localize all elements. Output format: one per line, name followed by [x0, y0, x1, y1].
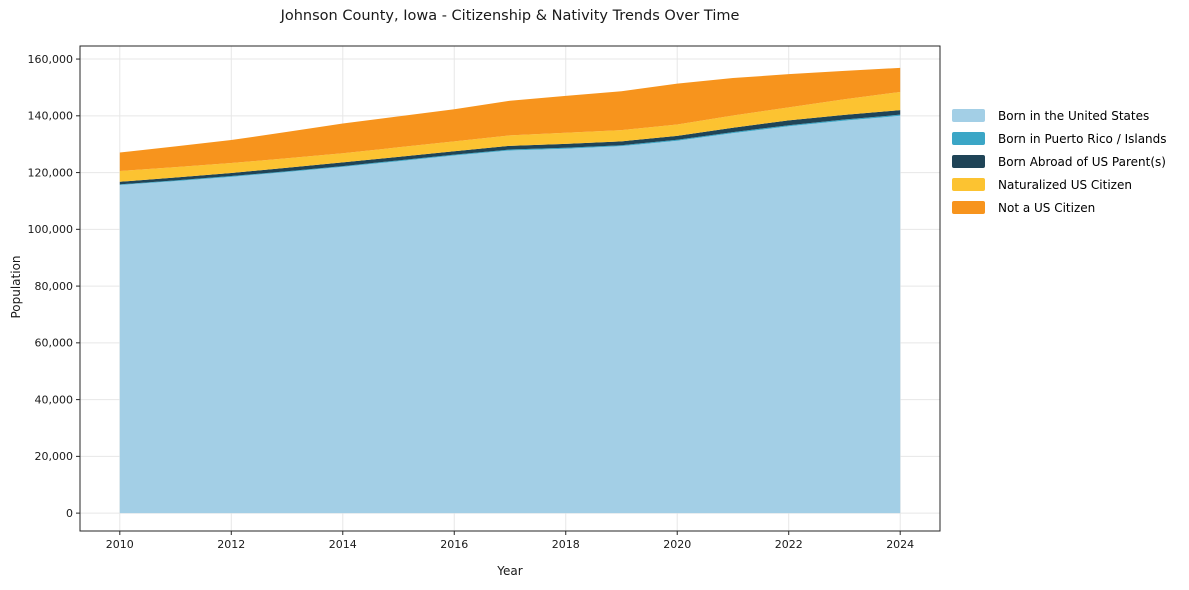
area-series-4 — [119, 67, 901, 172]
y-tick-label: 160,000 — [28, 53, 74, 66]
legend-item: Not a US Citizen — [952, 196, 1167, 219]
y-tick-label: 60,000 — [35, 337, 74, 350]
legend-item: Born Abroad of US Parent(s) — [952, 150, 1167, 173]
area-series-0 — [119, 115, 901, 514]
x-tick-label: 2012 — [217, 538, 245, 551]
chart-title: Johnson County, Iowa - Citizenship & Nat… — [280, 8, 740, 24]
legend-item: Naturalized US Citizen — [952, 173, 1167, 196]
area-series-1 — [119, 114, 901, 186]
y-tick-label: 100,000 — [28, 223, 74, 236]
area-series-2 — [119, 110, 901, 185]
legend-item: Born in Puerto Rico / Islands — [952, 127, 1167, 150]
legend-label: Naturalized US Citizen — [998, 177, 1132, 192]
y-tick-label: 20,000 — [35, 450, 74, 463]
legend-label: Not a US Citizen — [998, 200, 1096, 215]
area-series-3 — [119, 91, 901, 182]
legend-swatch-naturalized-icon — [952, 178, 985, 191]
y-tick-label: 0 — [66, 507, 73, 520]
y-tick-label: 140,000 — [28, 110, 74, 123]
legend-label: Born Abroad of US Parent(s) — [998, 154, 1166, 169]
legend-swatch-puerto-rico-icon — [952, 132, 985, 145]
legend-label: Born in the United States — [998, 108, 1150, 123]
y-tick-label: 120,000 — [28, 166, 74, 179]
legend-swatch-not-citizen-icon — [952, 201, 985, 214]
plot-border — [79, 45, 941, 532]
y-tick-label: 40,000 — [35, 393, 74, 406]
y-axis-title: Population — [9, 255, 23, 319]
legend: Born in the United States Born in Puerto… — [952, 104, 1167, 219]
x-tick-label: 2018 — [552, 538, 580, 551]
x-tick-label: 2014 — [329, 538, 357, 551]
x-axis-title: Year — [497, 564, 523, 578]
x-tick-label: 2022 — [775, 538, 803, 551]
x-tick-label: 2010 — [106, 538, 134, 551]
y-tick-label: 80,000 — [35, 280, 74, 293]
legend-swatch-born-abroad-icon — [952, 155, 985, 168]
x-tick-label: 2024 — [886, 538, 914, 551]
legend-label: Born in Puerto Rico / Islands — [998, 131, 1167, 146]
x-tick-label: 2020 — [663, 538, 691, 551]
legend-item: Born in the United States — [952, 104, 1167, 127]
x-tick-label: 2016 — [440, 538, 468, 551]
legend-swatch-born-us-icon — [952, 109, 985, 122]
